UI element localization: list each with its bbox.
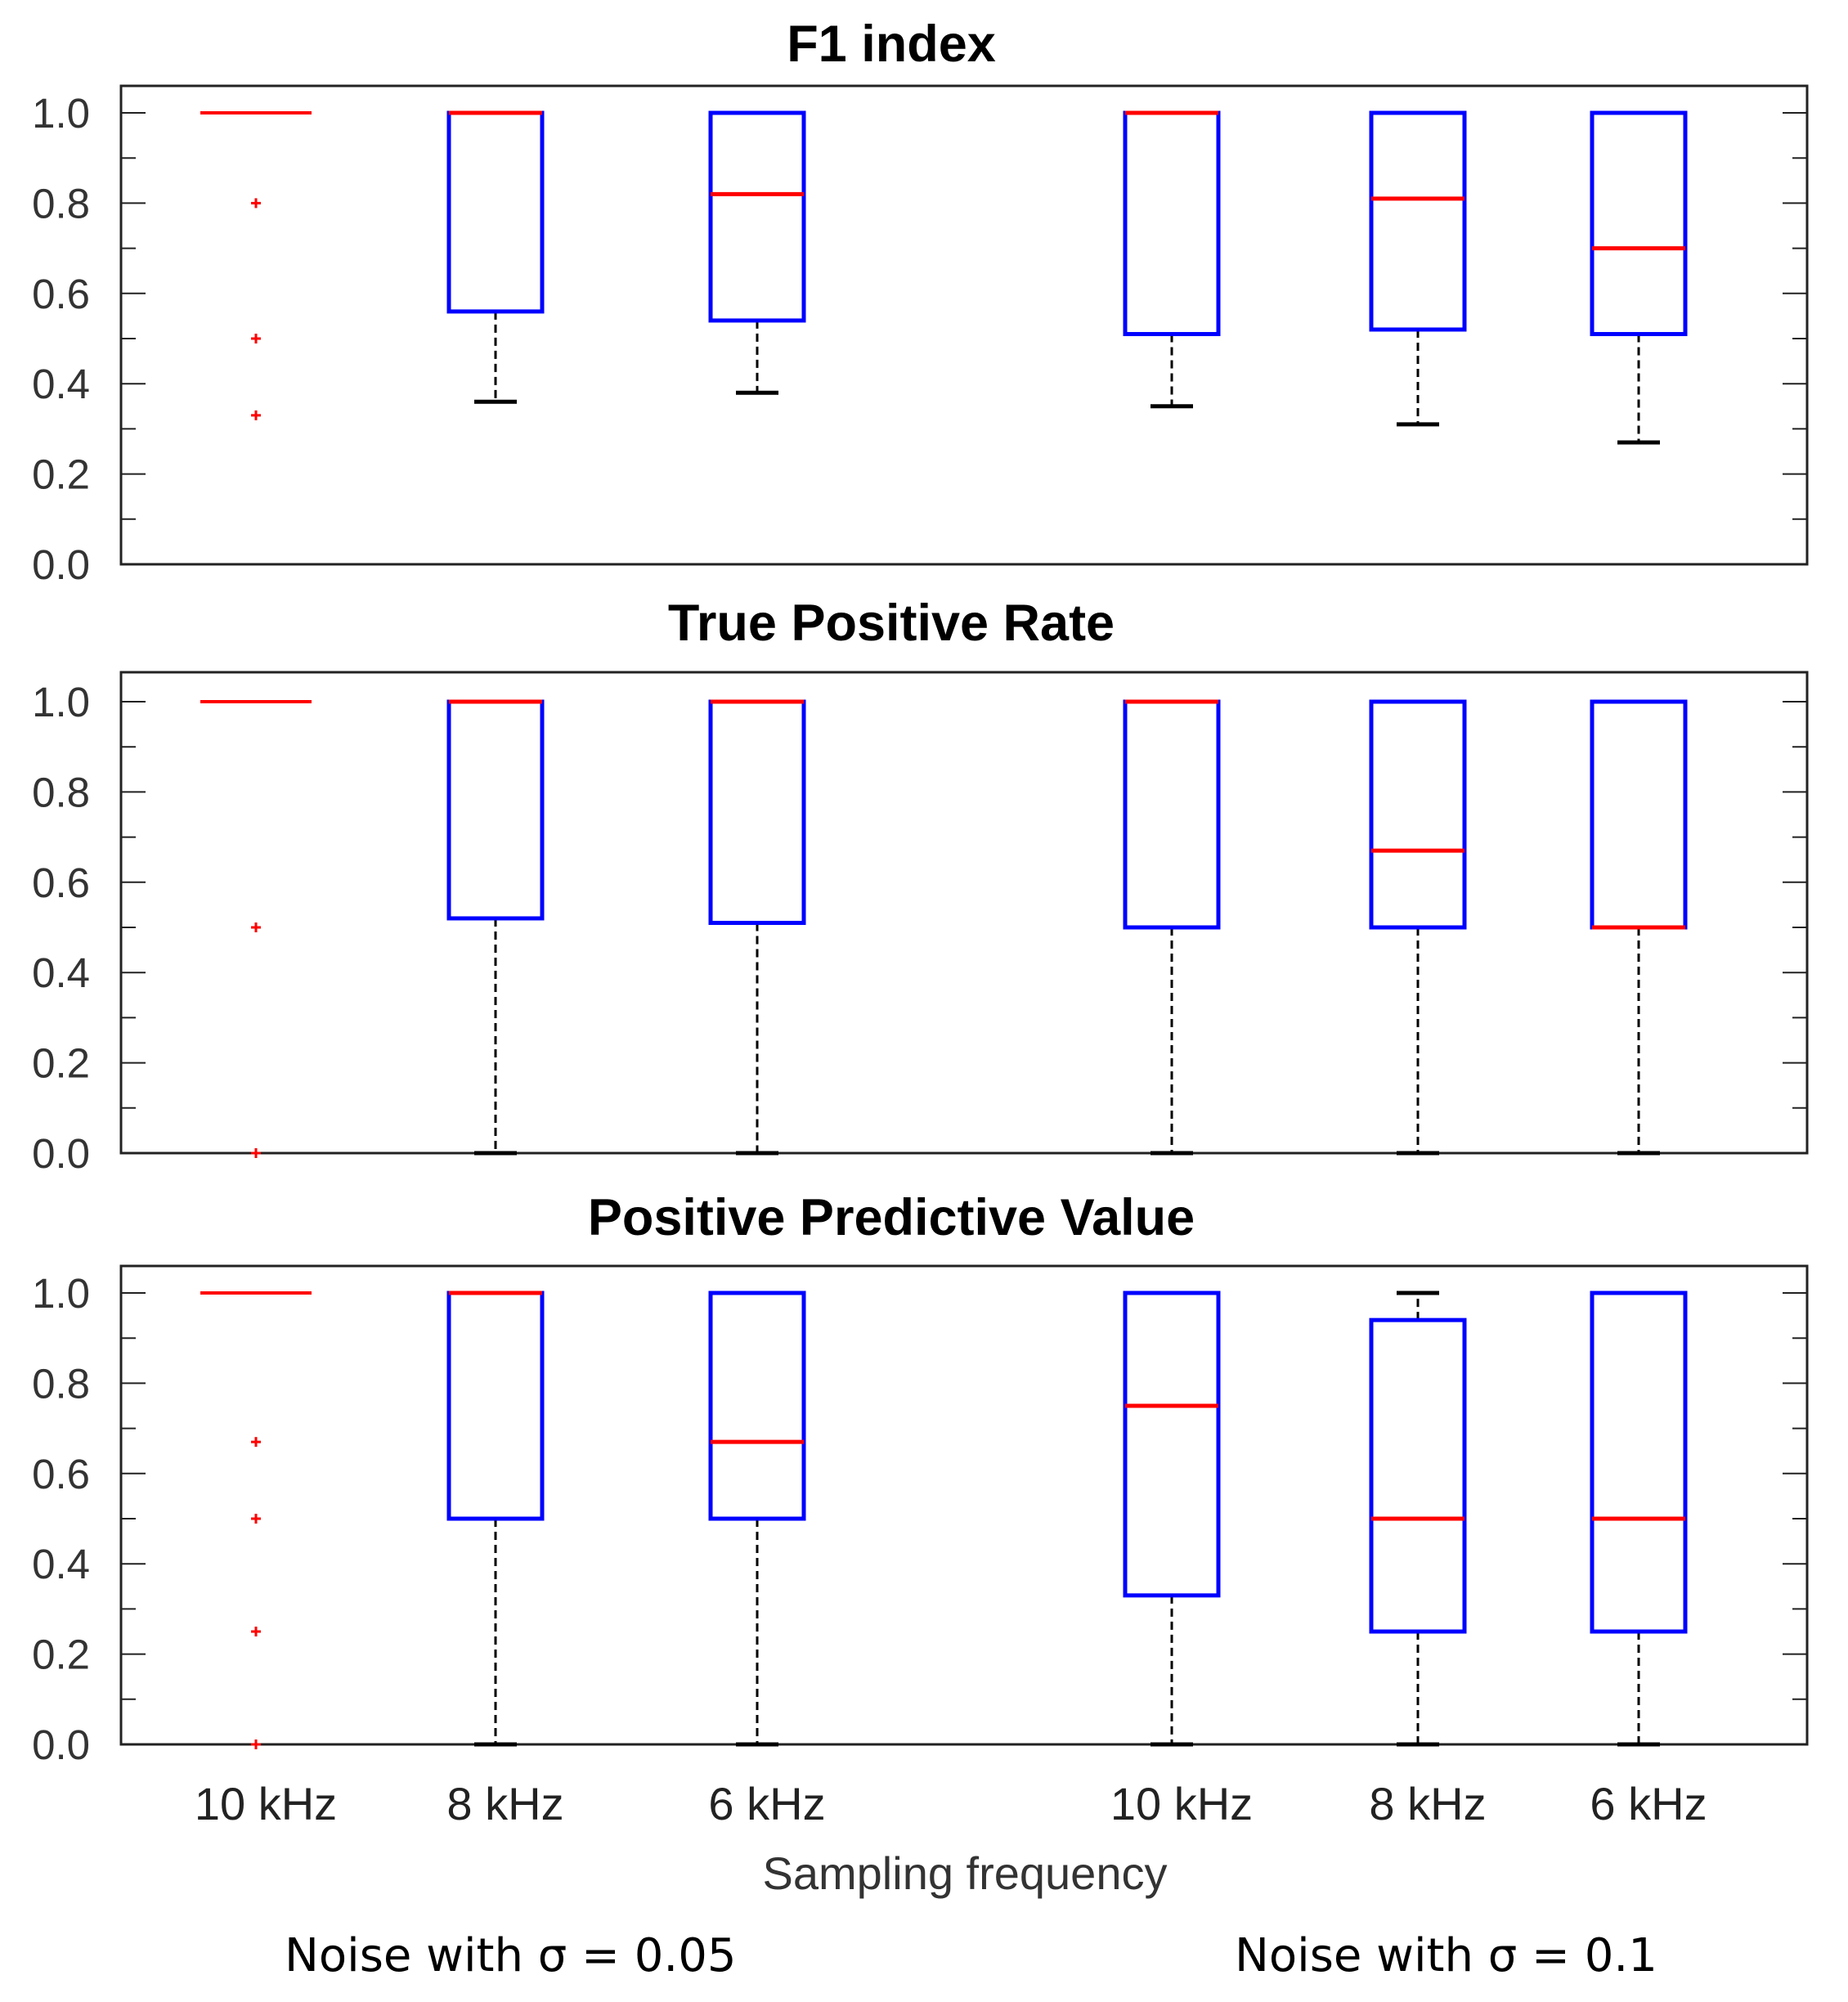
box-4 [1123,110,1221,409]
panel-3: Positive Predictive Value 0.0 0.2 0.4 0.6 0.8… [32,1189,1809,1768]
box-2 [446,699,545,1156]
y-tick-label: 0.4 [32,361,90,407]
box-1 [200,700,312,1158]
iqr-box [446,1291,545,1521]
iqr-box [708,1291,806,1521]
iqr-box [708,110,806,323]
group-label-high-noise: Noise with σ = 0.1 [1235,1929,1657,1982]
iqr-box [1590,1291,1688,1634]
x-category-label: 6 kHz [708,1778,825,1829]
box-6 [1590,110,1688,445]
box-2 [446,1291,545,1747]
box-5 [1369,110,1467,427]
iqr-box [1590,699,1688,930]
iqr-box [446,699,545,921]
panel-title: Positive Predictive Value [588,1189,1195,1246]
y-tick-label: 0.2 [32,1632,90,1678]
y-tick-label: 0.8 [32,1360,90,1407]
plot-frame [119,1264,1809,1746]
iqr-box [708,699,806,925]
y-tick-label: 0.8 [32,769,90,815]
y-tick-label: 0.4 [32,1541,90,1587]
y-tick-label: 0.6 [32,860,90,906]
box-2 [446,110,545,404]
iqr-box [1369,1317,1467,1634]
box-4 [1123,699,1221,1156]
box-4 [1123,1291,1221,1747]
iqr-box [1123,1291,1221,1598]
iqr-box [1123,110,1221,336]
x-axis-label: Sampling frequency [763,1847,1168,1899]
box-5 [1369,699,1467,1156]
box-3 [708,110,806,395]
y-tick-label: 0.2 [32,1040,90,1087]
y-tick-label: 0.0 [32,1721,90,1768]
box-5 [1369,1291,1467,1747]
box-6 [1590,699,1688,1156]
panel-1: F1 index 0.0 0.2 0.4 0.6 0.8 1.0 [32,16,1809,588]
y-tick-label: 1.0 [32,1270,90,1317]
iqr-box [1590,110,1688,336]
x-category-label: 10 kHz [195,1778,337,1829]
iqr-box [446,110,545,314]
x-category-labels: 10 kHz 8 kHz 6 kHz 10 kHz 8 kHz 6 kHz [195,1778,1707,1829]
x-category-label: 6 kHz [1590,1778,1707,1829]
panel-2: True Positive Rate 0.0 0.2 0.4 0.6 0.8 1.0 [32,595,1809,1177]
y-tick-label: 0.2 [32,451,90,498]
group-label-low-noise: Noise with σ = 0.05 [285,1929,736,1982]
y-tick-label: 0.0 [32,1130,90,1177]
plot-frame [119,671,1809,1155]
plot-frame [119,84,1809,566]
y-tick-label: 0.6 [32,271,90,317]
panel-title: True Positive Rate [668,595,1115,652]
panel-title: F1 index [787,16,996,73]
y-tick-label: 0.0 [32,541,90,588]
box-1 [200,111,312,420]
iqr-box [1369,110,1467,332]
x-category-label: 10 kHz [1110,1778,1253,1829]
box-1 [200,1291,312,1749]
y-tick-label: 1.0 [32,90,90,137]
box-3 [708,699,806,1156]
box-6 [1590,1291,1688,1747]
iqr-box [1369,699,1467,930]
box-3 [708,1291,806,1747]
x-category-label: 8 kHz [1369,1778,1486,1829]
x-category-label: 8 kHz [446,1778,563,1829]
iqr-box [1123,699,1221,930]
y-tick-label: 1.0 [32,679,90,725]
y-tick-label: 0.6 [32,1451,90,1497]
y-tick-label: 0.8 [32,180,90,227]
y-tick-label: 0.4 [32,949,90,996]
